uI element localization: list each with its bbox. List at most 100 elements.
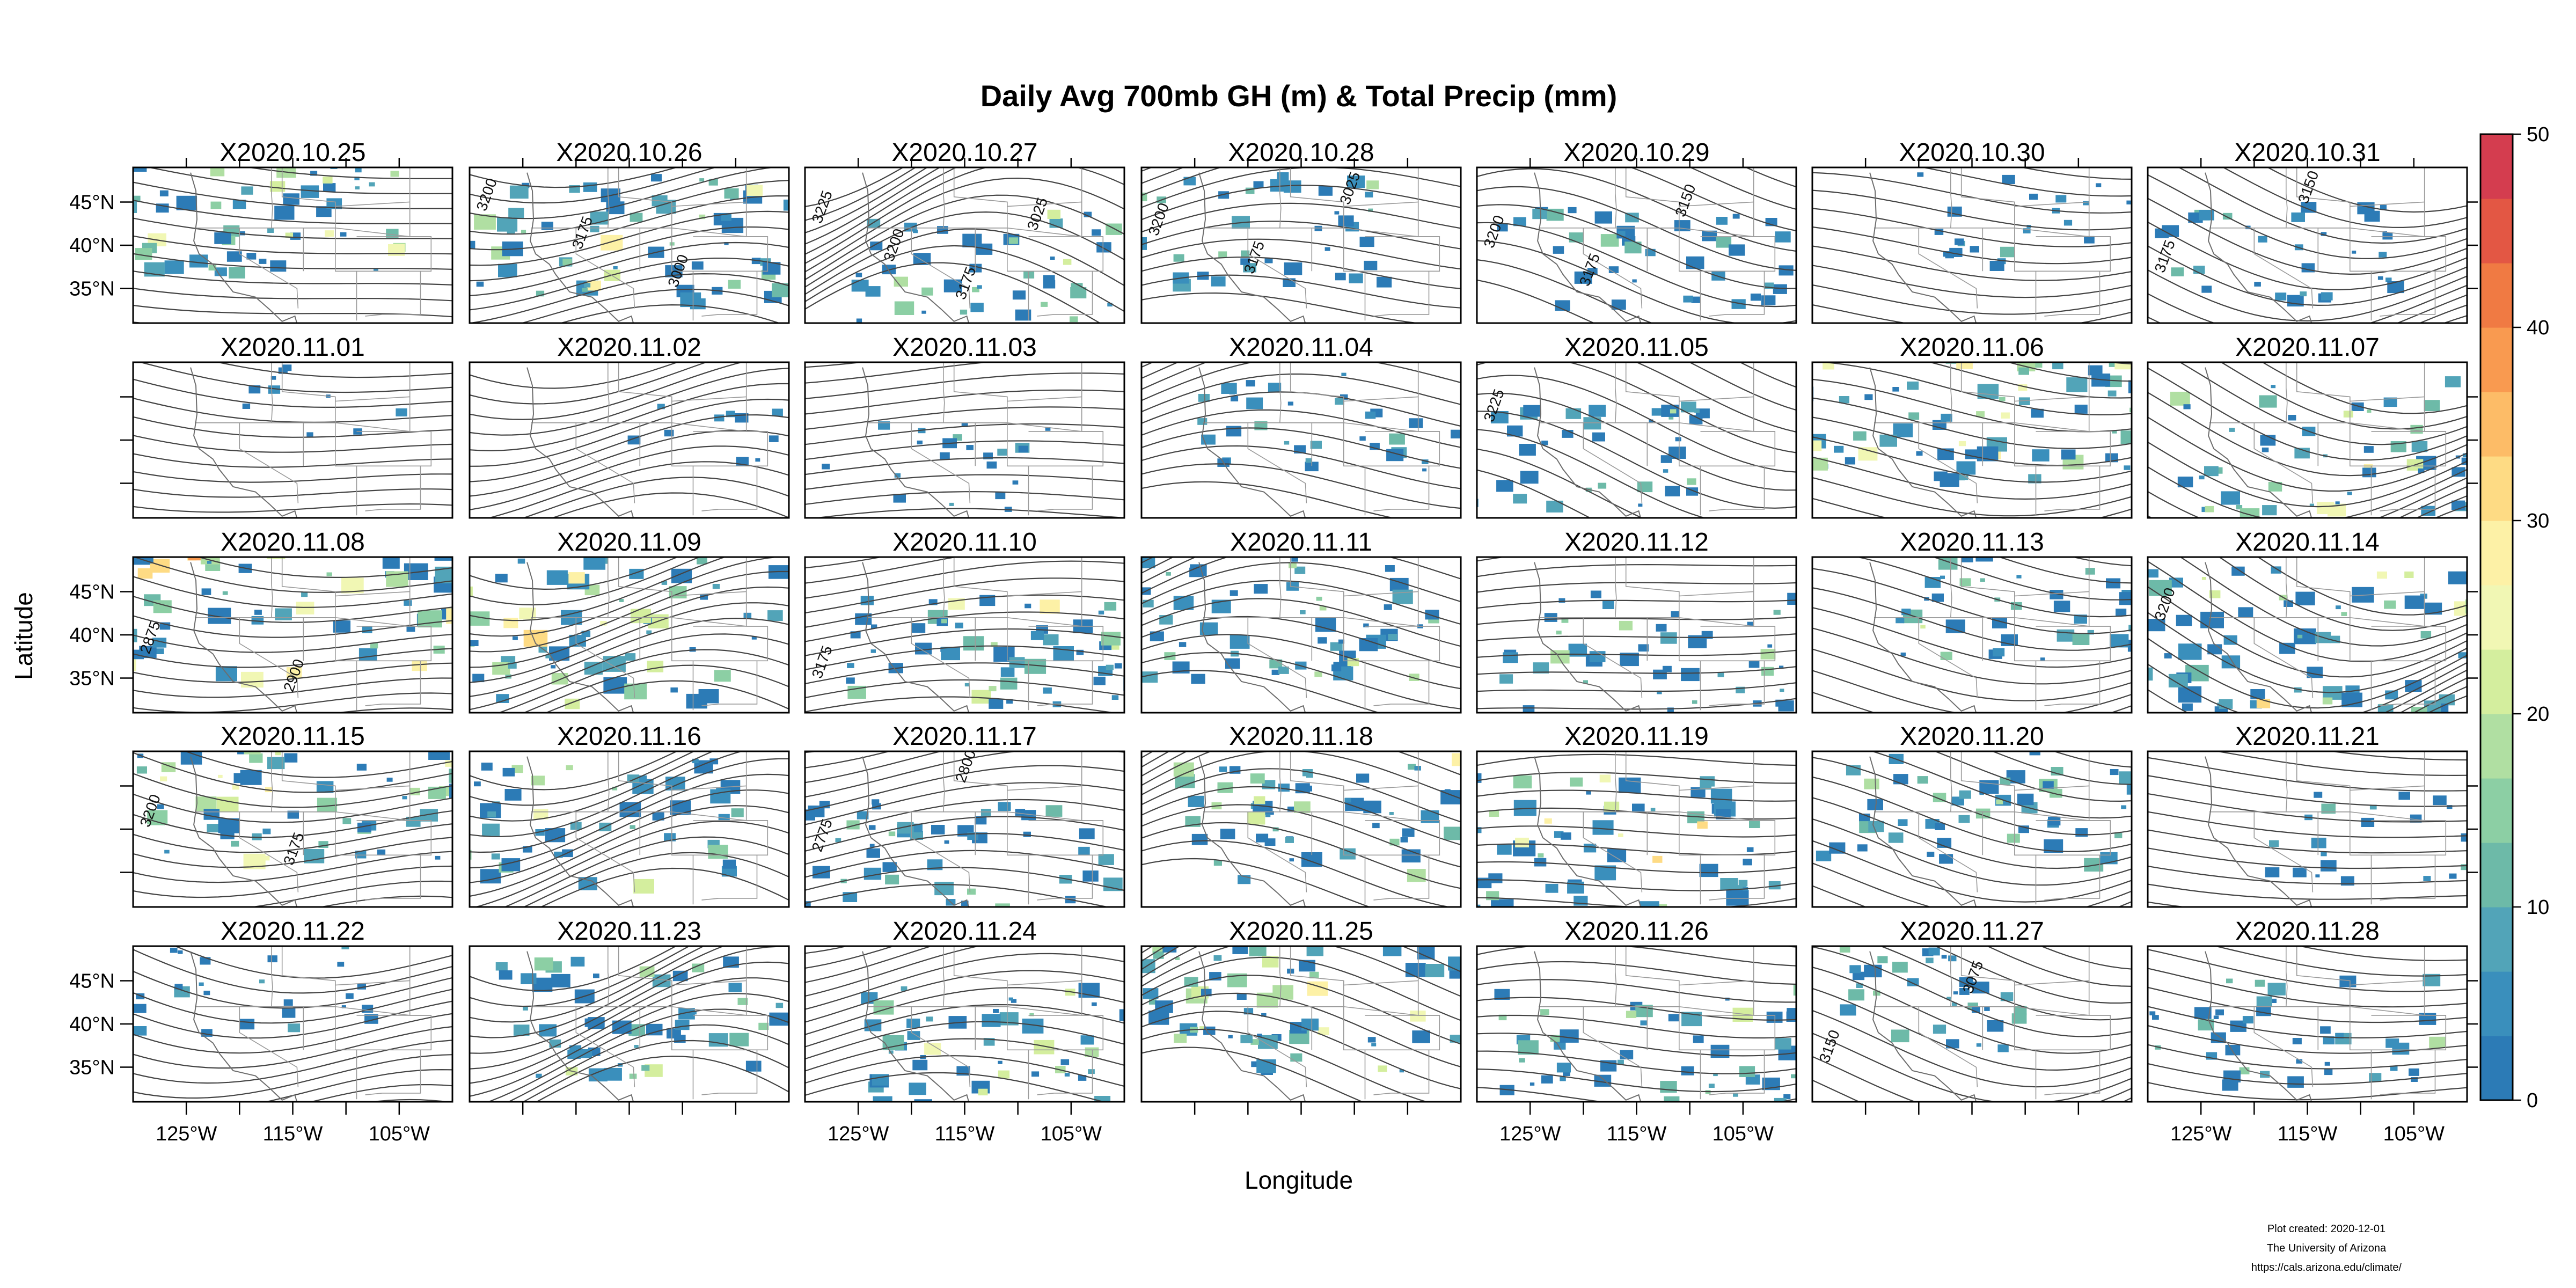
precip-cell [135,248,152,260]
state-border [975,228,1007,272]
state-border [1615,751,1617,812]
precip-cell [989,699,1004,709]
precip-cell [2023,228,2031,233]
precip-cell [370,643,378,649]
precip-cell [1064,1073,1070,1077]
precip-cell [2425,602,2442,615]
precip-cell [2515,488,2524,494]
precip-cell [521,973,537,984]
state-border [2380,1050,2436,1095]
precip-cell [2293,867,2307,877]
gh-contour-line [805,987,1124,1035]
precip-cell [980,809,991,816]
gh-contours [2148,167,2467,323]
precip-cell [1300,610,1306,614]
state-border [671,397,694,516]
precip-cell [232,200,246,209]
precip-cell [1009,657,1025,668]
map-panel: X2020.10.30 [1811,138,2133,324]
political-borders [190,167,432,323]
state-border [2296,557,2425,597]
precip-cell [1289,562,1297,568]
precip-cell [1334,211,1340,215]
precip-cell [2221,491,2240,505]
precip-cell [1970,246,1979,253]
precip-cell [1470,748,1476,752]
precip-cell [993,1009,999,1013]
precip-cell [2124,465,2131,470]
precip-cell [2209,590,2221,598]
precip-cell [497,217,518,232]
gh-contour-line [2261,362,2467,414]
state-border [1007,397,1029,516]
precip-cell [570,956,585,967]
gh-contour-line [133,1040,452,1084]
panel-frame [804,750,1125,908]
precip-cell [1664,1096,1680,1102]
precip-cell [355,851,367,859]
precip-cell [2061,449,2076,460]
precip-cell [2321,803,2336,814]
precip-cell [1733,1093,1738,1097]
precip-cell [2018,384,2028,391]
precip-cell [1251,1061,1260,1067]
gh-contour-line [805,362,992,384]
gh-contour-line [1141,445,1461,489]
gh-contour-line [1635,362,1796,433]
precip-cell [1499,674,1513,684]
precip-cell [606,201,625,215]
gh-contour-line [1477,649,1796,658]
precip-cell [1461,865,1468,869]
gh-contour-line [470,557,679,590]
gh-contour-line [1141,562,1461,604]
gh-contour-line [470,557,727,621]
precip-cell [226,251,242,262]
precip-cell [790,687,803,696]
precip-cell [189,254,208,268]
precip-cell [259,259,267,264]
precip-cell [2126,200,2132,204]
precip-cell [531,775,545,786]
precip-cell [1951,796,1964,806]
precip-cell [1717,672,1724,677]
gh-contour-line [133,288,452,302]
precip-cell [986,461,997,469]
precip-cell [1006,699,1013,704]
precip-cell [967,888,976,895]
gh-contour-line [1141,598,1461,647]
precip-cell [188,557,204,561]
state-border [2044,466,2101,511]
precip-cell [1385,565,1395,572]
gh-contour-line [2257,557,2467,616]
precip-cell [286,667,302,678]
panel-title: X2020.11.16 [557,722,701,751]
precip-cell [964,683,970,687]
precip-cell [1150,631,1164,641]
gh-contour-line [805,751,1124,798]
precip-cell [775,1002,784,1008]
gh-contour-line [2070,557,2132,567]
state-border [1709,271,1765,317]
precip-cell [1453,794,1458,797]
precip-cell [1318,637,1327,644]
coastline [190,951,298,1102]
state-border [1365,626,1440,662]
precip-cell [262,855,270,861]
state-border [975,617,1007,661]
state-border [531,617,635,698]
precip-field [133,557,452,688]
state-border [195,422,299,503]
precip-cell [909,1082,926,1095]
gh-contour-line [133,503,452,513]
gh-contour-line [133,634,452,653]
colorbar-swatch [2480,649,2513,714]
precip-cell [1799,677,1804,680]
state-border [1950,946,1952,1007]
gh-contour-line [1812,497,2132,518]
precip-cell [133,200,137,213]
gh-contour-line [1928,362,2132,399]
panel-title: X2020.11.03 [892,333,1037,362]
lon-tick-label: 125°W [1499,1123,1561,1145]
state-border [365,466,421,511]
precip-cell [412,660,427,671]
